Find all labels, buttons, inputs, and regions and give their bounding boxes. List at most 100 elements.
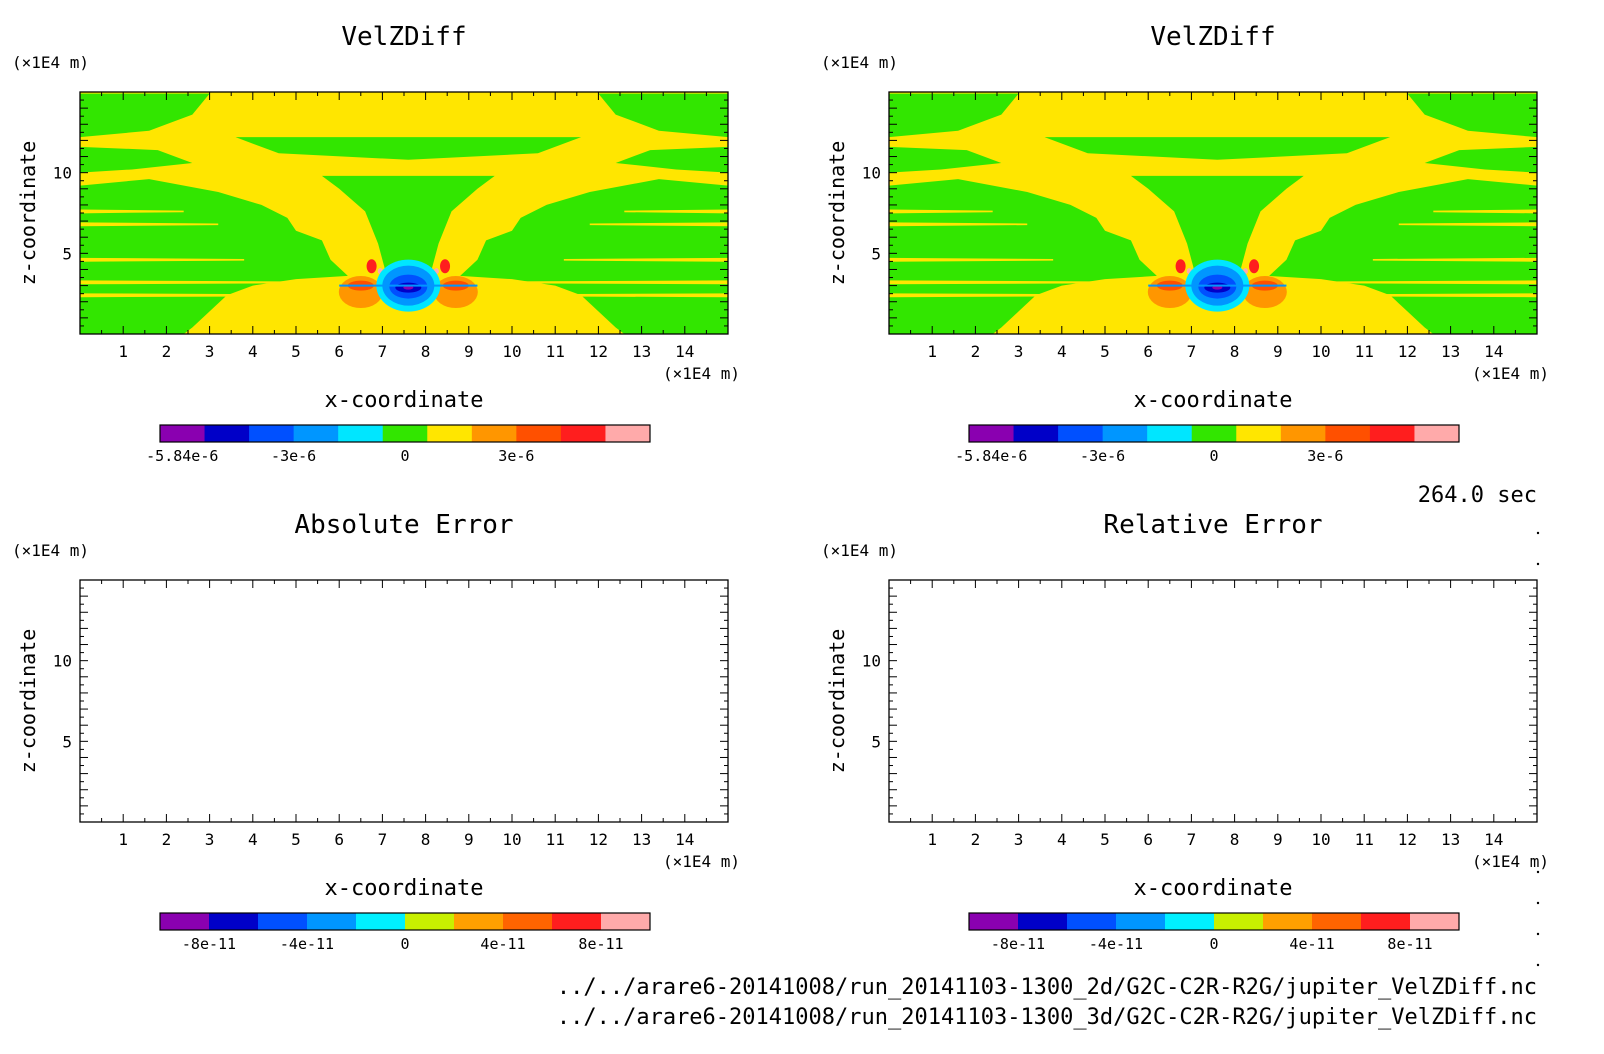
panel-title: VelZDiff <box>1150 22 1275 52</box>
colorbar-swatch <box>969 913 1019 930</box>
x-tick-label: 7 <box>1187 830 1197 849</box>
green-right-mid <box>1424 146 1537 173</box>
green-upper-band <box>235 137 582 160</box>
cell-axis <box>339 284 478 287</box>
green-left-mid <box>889 146 1002 173</box>
streak-right-1 <box>477 280 728 285</box>
colorbar-swatch <box>338 425 384 442</box>
x-unit-label: (×1E4 m) <box>1472 852 1549 871</box>
colorbar-swatch <box>1410 913 1460 930</box>
x-tick-label: 10 <box>1311 830 1330 849</box>
colorbar-swatch <box>1280 425 1326 442</box>
panel-1: VelZDiff (×1E4 m) (×1E4 m) x-coordinate z-co… <box>821 22 1549 465</box>
x-tick-label: 1 <box>927 342 937 361</box>
colorbar-swatch <box>160 913 210 930</box>
colorbar-frame <box>968 912 1460 931</box>
x-tick-label: 8 <box>1230 830 1240 849</box>
file-path-2: ../../arare6-20141008/run_20141103-1300_… <box>557 1005 1537 1030</box>
colorbar-swatch <box>969 425 1015 442</box>
x-tick-label: 4 <box>248 830 258 849</box>
y-tick-label: 5 <box>871 244 881 263</box>
streak-right-3 <box>1398 222 1537 227</box>
colorbar-swatch <box>1116 913 1166 930</box>
colorbar-swatch <box>1369 425 1415 442</box>
x-tick-label: 6 <box>1143 342 1153 361</box>
x-tick-label: 3 <box>1014 830 1024 849</box>
colorbar-swatch <box>1263 913 1313 930</box>
streak-left-0 <box>889 293 1149 298</box>
green-right-mid <box>615 146 728 173</box>
x-tick-label: 4 <box>248 342 258 361</box>
colorbar-swatch <box>1147 425 1193 442</box>
plot-frame <box>79 579 729 823</box>
file-path-1: ../../arare6-20141008/run_20141103-1300_… <box>557 975 1537 1000</box>
red-spot-1 <box>1249 259 1260 274</box>
colorbar-swatch <box>1191 425 1237 442</box>
colorbar-swatch <box>1236 425 1282 442</box>
x-tick-label: 13 <box>632 342 651 361</box>
x-tick-label: 11 <box>546 342 565 361</box>
colorbar-swatch <box>160 425 206 442</box>
panel-title: Absolute Error <box>294 510 513 540</box>
time-label: 264.0 sec <box>1418 483 1537 508</box>
colorbar-frame <box>159 912 651 931</box>
y-unit-label: (×1E4 m) <box>821 541 898 560</box>
colorbar-swatch <box>356 913 406 930</box>
green-left-mid <box>80 146 193 173</box>
x-axis-label: x-coordinate <box>1134 388 1293 413</box>
x-tick-label: 14 <box>675 830 694 849</box>
panel-2: Absolute Error (×1E4 m) (×1E4 m) x-coordina… <box>12 510 740 953</box>
x-tick-label: 8 <box>1230 342 1240 361</box>
colorbar-swatch <box>249 425 295 442</box>
x-tick-label: 12 <box>589 342 608 361</box>
colorbar-label: -8e-11 <box>182 935 236 953</box>
x-tick-label: 6 <box>334 830 344 849</box>
y-tick-label: 5 <box>871 732 881 751</box>
y-unit-label: (×1E4 m) <box>12 541 89 560</box>
x-tick-label: 6 <box>334 342 344 361</box>
colorbar-swatch <box>1325 425 1371 442</box>
colorbar-label: 4e-11 <box>1289 935 1334 953</box>
colorbar-swatch <box>427 425 473 442</box>
streak-left-3 <box>80 222 219 227</box>
x-tick-label: 9 <box>464 830 474 849</box>
colorbar-label: 3e-6 <box>1307 447 1343 465</box>
colorbar-label: 4e-11 <box>480 935 525 953</box>
plot-frame <box>888 579 1538 823</box>
field-contour-1 <box>889 92 1537 334</box>
x-tick-label: 5 <box>291 342 301 361</box>
colorbar-label: 0 <box>1209 447 1218 465</box>
colorbar-label: -3e-6 <box>271 447 316 465</box>
streak-left-2 <box>80 257 245 262</box>
x-tick-label: 12 <box>1398 830 1417 849</box>
colorbar-label: -4e-11 <box>1089 935 1143 953</box>
x-tick-label: 11 <box>1355 342 1374 361</box>
colorbar-swatch <box>471 425 517 442</box>
colorbar-label: -3e-6 <box>1080 447 1125 465</box>
margin-dots <box>1536 531 1540 967</box>
x-unit-label: (×1E4 m) <box>663 852 740 871</box>
colorbar-swatch <box>454 913 504 930</box>
red-spot-0 <box>1175 259 1186 274</box>
colorbar-swatch <box>605 425 651 442</box>
y-unit-label: (×1E4 m) <box>821 53 898 72</box>
x-tick-label: 1 <box>118 830 128 849</box>
colorbar-label: 8e-11 <box>578 935 623 953</box>
streak-right-4 <box>624 209 728 214</box>
x-tick-label: 13 <box>632 830 651 849</box>
y-axis-label: z-coordinate <box>825 629 849 774</box>
y-tick-label: 10 <box>53 652 72 671</box>
x-tick-label: 2 <box>162 830 172 849</box>
colorbar: -8e-11 -4e-11 0 4e-11 8e-11 <box>968 912 1460 953</box>
colorbar-swatch <box>560 425 606 442</box>
streak-right-1 <box>1286 280 1537 285</box>
colorbar: -5.84e-6 -3e-6 0 3e-6 <box>146 424 651 465</box>
y-axis-label: z-coordinate <box>16 141 40 286</box>
colorbar-swatch <box>1058 425 1104 442</box>
y-tick-label: 5 <box>62 732 72 751</box>
x-unit-label: (×1E4 m) <box>1472 364 1549 383</box>
colorbar-swatch <box>1067 913 1117 930</box>
streak-right-4 <box>1433 209 1537 214</box>
streak-left-0 <box>80 293 340 298</box>
streak-left-2 <box>889 257 1054 262</box>
